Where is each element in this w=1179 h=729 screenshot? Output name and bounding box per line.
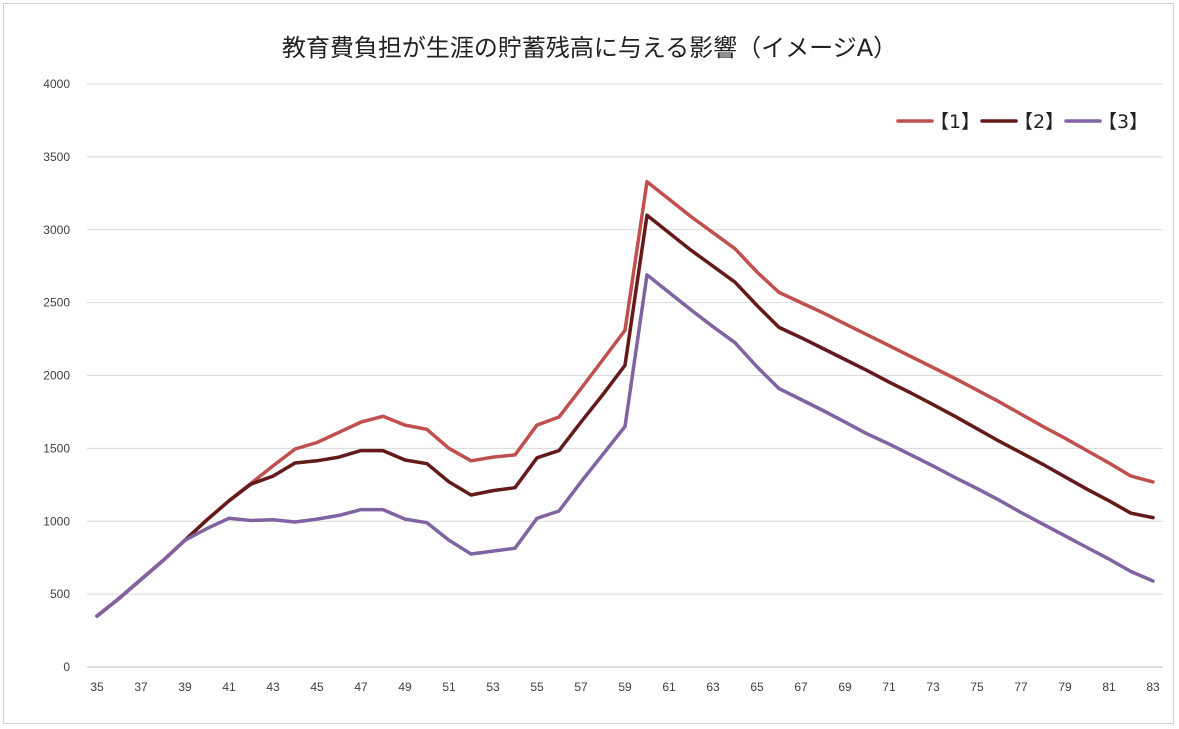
y-tick-label: 2000 [43, 369, 70, 383]
y-tick-label: 0 [63, 660, 70, 674]
x-tick-label: 63 [706, 680, 720, 694]
x-tick-label: 41 [222, 680, 236, 694]
legend-label-2: 【2】 [1014, 111, 1064, 133]
y-tick-label: 3000 [43, 223, 70, 237]
legend: 【1】 【2】 【3】 [896, 111, 1148, 133]
x-axis-ticks: 35 37 39 41 43 45 47 49 51 53 55 57 59 61 63 65 67 69 71 73… [90, 680, 1160, 694]
x-tick-label: 51 [442, 680, 456, 694]
x-tick-label: 67 [794, 680, 808, 694]
x-tick-label: 47 [354, 680, 368, 694]
x-tick-label: 65 [750, 680, 764, 694]
legend-label-1: 【1】 [930, 111, 980, 133]
legend-label-3: 【3】 [1098, 111, 1148, 133]
y-tick-label: 4000 [43, 77, 70, 91]
x-tick-label: 53 [486, 680, 500, 694]
series-line-2 [95, 213, 1155, 618]
x-tick-label: 83 [1146, 680, 1160, 694]
x-tick-label: 61 [662, 680, 676, 694]
x-tick-label: 37 [134, 680, 148, 694]
chart-title: 教育費負担が生涯の貯蓄残高に与える影響（イメージA） [281, 34, 898, 62]
x-tick-label: 77 [1014, 680, 1028, 694]
x-tick-label: 59 [618, 680, 632, 694]
series-lines [95, 179, 1155, 618]
x-tick-label: 57 [574, 680, 588, 694]
series-line-1 [95, 179, 1155, 618]
y-tick-label: 3500 [43, 150, 70, 164]
x-tick-label: 75 [970, 680, 984, 694]
chart-frame [3, 3, 1174, 724]
x-tick-label: 69 [838, 680, 852, 694]
x-tick-label: 55 [530, 680, 544, 694]
series-line-3 [95, 273, 1155, 618]
x-tick-label: 35 [90, 680, 104, 694]
x-tick-label: 73 [926, 680, 940, 694]
x-tick-label: 81 [1102, 680, 1116, 694]
x-tick-label: 43 [266, 680, 280, 694]
x-tick-label: 71 [882, 680, 896, 694]
x-tick-label: 39 [178, 680, 192, 694]
y-axis-ticks: 0 500 1000 1500 2000 2500 3000 3500 4000 [43, 77, 70, 674]
y-tick-label: 500 [50, 587, 70, 601]
y-tick-label: 2500 [43, 296, 70, 310]
x-tick-label: 79 [1058, 680, 1072, 694]
x-tick-label: 49 [398, 680, 412, 694]
grid-lines [87, 83, 1163, 668]
y-tick-label: 1000 [43, 514, 70, 528]
x-tick-label: 45 [310, 680, 324, 694]
y-tick-label: 1500 [43, 441, 70, 455]
